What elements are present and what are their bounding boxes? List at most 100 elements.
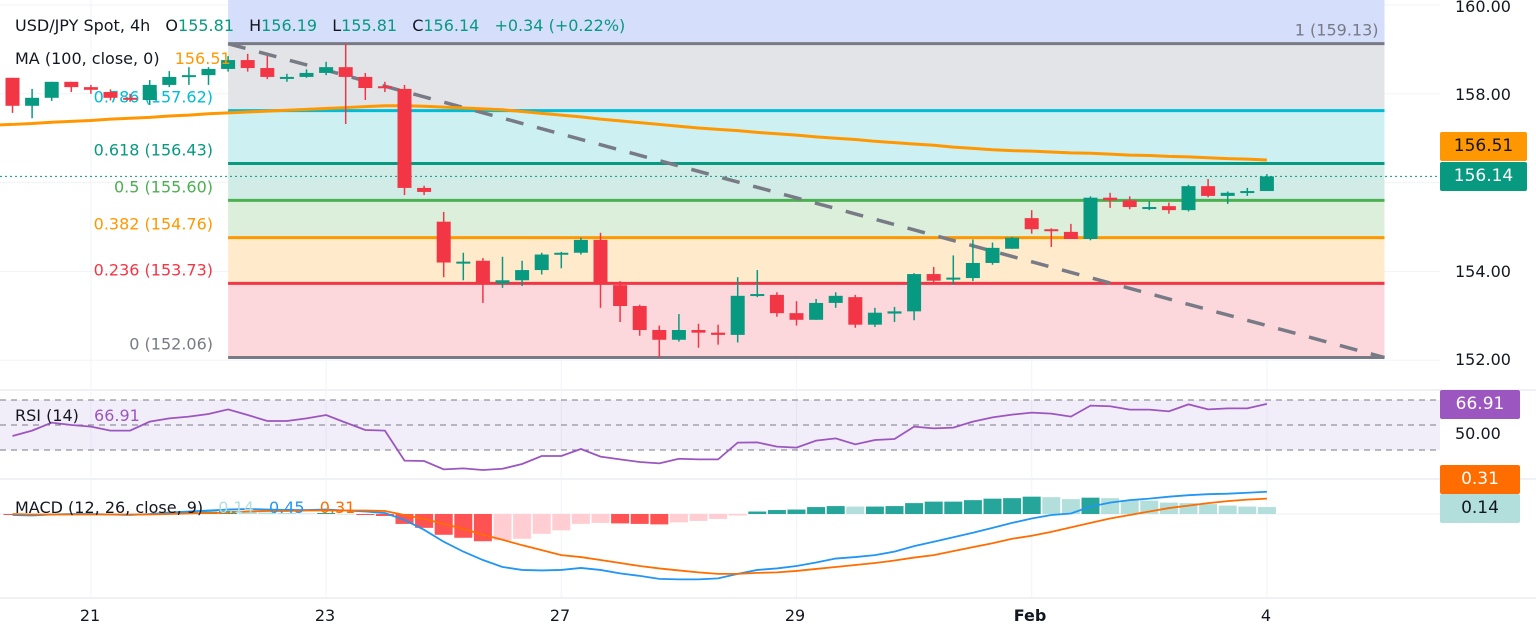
candle xyxy=(1005,236,1020,249)
time-axis-label: Feb xyxy=(1013,606,1047,625)
fib-level-label: 1 (159.13) xyxy=(1295,21,1379,40)
candle xyxy=(1142,201,1157,211)
candle xyxy=(123,93,138,102)
candle xyxy=(652,325,667,358)
fib-band xyxy=(228,283,1385,358)
candle-body xyxy=(711,332,726,335)
candle-body xyxy=(495,280,510,284)
candle xyxy=(613,281,628,323)
candle-body xyxy=(1083,197,1098,239)
macd-histogram-bar xyxy=(709,514,728,519)
candle xyxy=(240,53,255,72)
macd-histogram-bar xyxy=(493,514,512,541)
trendline-dashed[interactable] xyxy=(227,41,1385,360)
macd-histogram-bar xyxy=(473,514,492,542)
candle-body xyxy=(64,81,79,88)
candle-body xyxy=(1044,229,1059,232)
ma-legend-value: 156.51 xyxy=(174,49,231,68)
candle-body xyxy=(1024,218,1039,230)
candle xyxy=(1103,192,1118,208)
candle xyxy=(1024,210,1039,234)
candle xyxy=(1122,196,1137,210)
ma-legend[interactable]: MA (100, close, 0) 156.51 xyxy=(15,49,231,68)
fib-level-label: 0.382 (154.76) xyxy=(94,215,213,234)
candle-body xyxy=(769,294,784,314)
candle-body xyxy=(240,60,255,69)
candle xyxy=(926,266,941,284)
price-axis-label: 152.00 xyxy=(1455,350,1511,369)
candle-body xyxy=(1259,176,1274,192)
price-axis-label: 154.00 xyxy=(1455,262,1511,281)
high-value: 156.19 xyxy=(261,16,318,35)
histogram-badge: 0.14 xyxy=(1440,494,1520,523)
macd-histogram-bar xyxy=(277,513,296,514)
macd-histogram-bar xyxy=(611,514,630,524)
candle xyxy=(1201,179,1216,198)
macd-histogram-bar xyxy=(1238,506,1257,514)
macd-histogram-bar xyxy=(748,511,767,514)
fib-level-label: 0.5 (155.60) xyxy=(114,177,213,196)
candle xyxy=(44,81,59,101)
macd-histogram-bar xyxy=(885,506,904,514)
high-label: H xyxy=(249,16,262,35)
ma100-line xyxy=(12,104,1267,162)
candle-body xyxy=(358,76,373,89)
candle xyxy=(397,84,412,196)
candle xyxy=(730,277,745,343)
candle xyxy=(1240,187,1255,196)
candle-body xyxy=(671,330,686,340)
close-value: 156.14 xyxy=(423,16,480,35)
macd-histogram-bar xyxy=(669,514,688,523)
candle-body xyxy=(123,97,138,100)
candle-body xyxy=(1240,191,1255,194)
candle-body xyxy=(260,68,275,77)
candle-body xyxy=(534,254,549,271)
rsi-axis-label: 50.00 xyxy=(1455,424,1501,443)
candle-body xyxy=(1063,231,1078,239)
candle-body xyxy=(593,239,608,284)
candle-body xyxy=(965,262,980,279)
macd-histogram-bar xyxy=(317,513,336,514)
macd-histogram-bar xyxy=(454,514,473,538)
candle xyxy=(789,301,804,326)
fib-band xyxy=(228,43,1385,111)
rsi-legend-label: RSI (14) xyxy=(15,406,79,425)
candle-body xyxy=(1103,197,1118,201)
candle-body xyxy=(475,260,490,284)
candle-body xyxy=(652,330,667,340)
candle-body xyxy=(201,68,216,76)
macd-histogram-bar xyxy=(571,514,590,524)
macd-histogram-bar xyxy=(1199,504,1218,514)
candle-body xyxy=(613,285,628,307)
signal-badge: 0.31 xyxy=(1440,465,1520,494)
candle xyxy=(260,56,275,80)
candle-body xyxy=(44,81,59,98)
candle-body xyxy=(162,76,177,85)
rsi-legend[interactable]: RSI (14) 66.91 xyxy=(15,406,140,425)
candle xyxy=(769,292,784,317)
candle xyxy=(573,237,588,255)
macd-legend[interactable]: MACD (12, 26, close, 9) 0.14 0.45 0.31 xyxy=(15,498,355,517)
fib-level-label: 0.618 (156.43) xyxy=(94,141,213,160)
macd-histogram-bar xyxy=(787,509,806,514)
symbol-title[interactable]: USD/JPY Spot, 4h xyxy=(15,16,151,35)
open-label: O xyxy=(165,16,179,35)
macd-legend-hist: 0.14 xyxy=(218,498,254,517)
fib-band xyxy=(228,237,1385,284)
ma-legend-label: MA (100, close, 0) xyxy=(15,49,160,68)
candle xyxy=(201,67,216,85)
macd-legend-signal: 0.31 xyxy=(319,498,356,517)
macd-histogram-bar xyxy=(1061,499,1080,514)
macd-histogram-bar xyxy=(630,514,649,524)
candle xyxy=(848,294,863,328)
candle-body xyxy=(750,294,765,297)
candle-body xyxy=(828,295,843,303)
candle xyxy=(515,260,530,287)
candle-body xyxy=(299,72,314,77)
candle-body xyxy=(181,75,196,78)
candle xyxy=(142,80,157,105)
candle-body xyxy=(456,261,471,264)
candle-body xyxy=(1005,237,1020,249)
change-value: +0.34 (+0.22%) xyxy=(494,16,626,35)
